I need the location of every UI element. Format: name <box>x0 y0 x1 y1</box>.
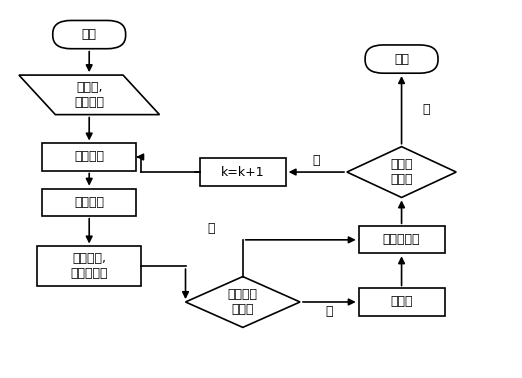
Bar <box>37 246 141 286</box>
Text: 更新权値,
权値归一化: 更新权値, 权値归一化 <box>70 252 108 280</box>
Text: 否: 否 <box>313 154 320 167</box>
Text: 是: 是 <box>422 104 430 116</box>
FancyBboxPatch shape <box>365 45 438 73</box>
Text: k=k+1: k=k+1 <box>221 166 265 178</box>
Bar <box>42 143 136 170</box>
Bar <box>359 288 445 316</box>
Bar <box>200 158 286 186</box>
Text: 否: 否 <box>208 222 215 235</box>
Text: 判断是否
重采样: 判断是否 重采样 <box>228 288 258 316</box>
Text: 产生粒子: 产生粒子 <box>74 150 104 164</box>
Text: 计算估计値: 计算估计値 <box>383 233 420 246</box>
Polygon shape <box>347 147 456 197</box>
Polygon shape <box>19 75 160 115</box>
Text: 结束: 结束 <box>394 53 409 65</box>
Text: 判断是
否结束: 判断是 否结束 <box>390 158 413 186</box>
Text: 初始化,
设置参数: 初始化, 设置参数 <box>74 81 104 109</box>
Text: 是: 是 <box>326 305 333 318</box>
Text: 重采样: 重采样 <box>390 296 413 308</box>
Bar <box>42 189 136 216</box>
FancyBboxPatch shape <box>53 20 126 49</box>
Text: 开始: 开始 <box>82 28 97 41</box>
Text: 状态预测: 状态预测 <box>74 196 104 209</box>
Polygon shape <box>185 277 300 327</box>
Bar <box>359 226 445 253</box>
